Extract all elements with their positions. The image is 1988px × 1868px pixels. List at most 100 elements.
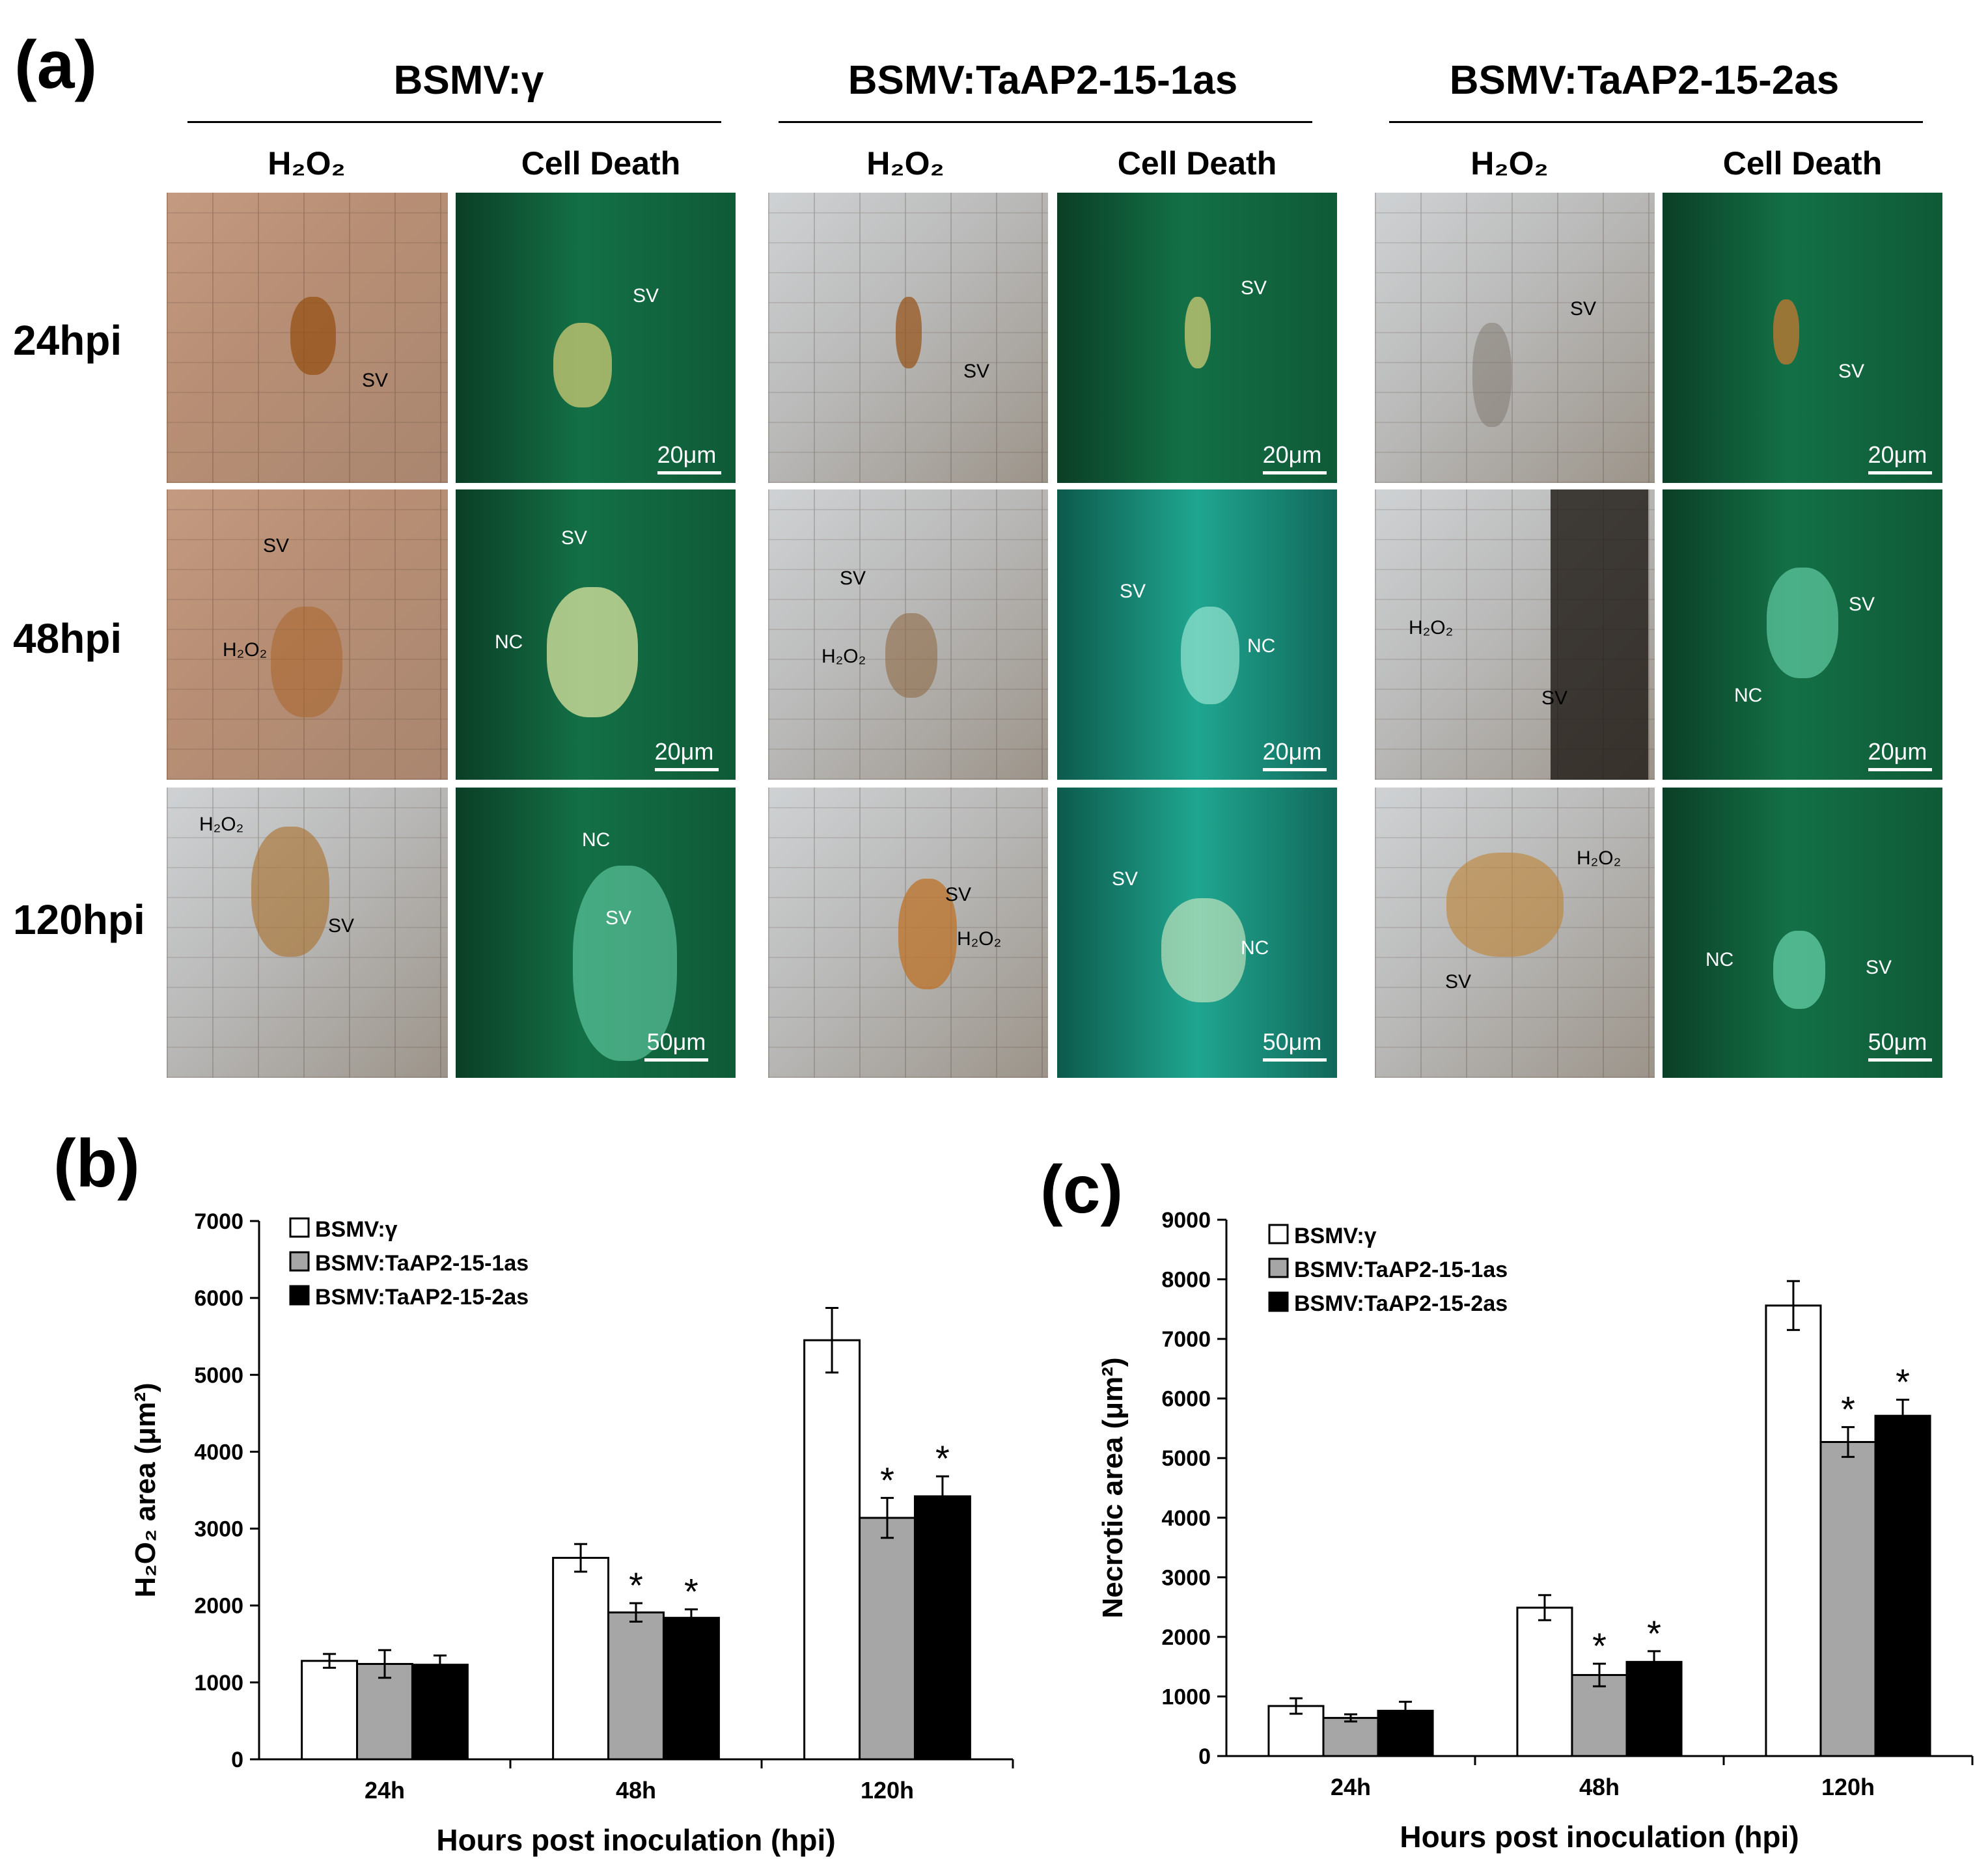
col-head-h2o2: H₂O₂ [1470, 145, 1549, 182]
bar [803, 1339, 861, 1761]
annotation-h2o2: H₂O₂ [199, 814, 244, 835]
y-tick-label: 3000 [194, 1517, 243, 1542]
scale-bar-label: 20μm [1262, 738, 1322, 765]
micrograph-cell-death-2as-120h: NC SV 50μm [1663, 788, 1942, 1078]
annotation-sv: SV [605, 907, 632, 929]
panel-c-label: (c) [1040, 1152, 1124, 1228]
col-head-cell-death: Cell Death [1117, 145, 1277, 182]
annotation-sv: SV [1849, 594, 1875, 615]
annotation-sv: SV [1866, 957, 1892, 978]
significance-marker: * [880, 1459, 894, 1500]
group-rule [779, 121, 1312, 123]
x-tick-label: 48h [1579, 1774, 1620, 1800]
bar [411, 1664, 469, 1761]
y-tick-label: 7000 [194, 1209, 243, 1234]
scale-bar [1868, 471, 1932, 474]
group-title-control: BSMV:γ [393, 58, 544, 103]
micrograph-cell-death-2as-48h: SV NC 20μm [1663, 489, 1942, 780]
micrograph-h2o2-control-120h: H₂O₂ SV [167, 788, 448, 1078]
y-tick-label: 2000 [1161, 1625, 1211, 1650]
y-tick-label: 9000 [1161, 1208, 1211, 1233]
annotation-sv: SV [263, 535, 290, 556]
y-tick-label: 0 [231, 1748, 243, 1772]
legend-swatch [1268, 1224, 1289, 1244]
bar [1874, 1414, 1931, 1757]
annotation-sv: SV [1570, 298, 1597, 320]
x-tick-label: 24h [365, 1777, 405, 1804]
micrograph-cell-death-1as-24h: SV 20μm [1057, 193, 1337, 483]
scale-bar [655, 768, 719, 771]
annotation-sv: SV [1241, 277, 1267, 299]
y-tick-label: 1000 [1161, 1684, 1211, 1709]
annotation-h2o2: H₂O₂ [821, 646, 866, 667]
micrograph-cell-death-control-120h: NC SV 50μm [456, 788, 736, 1078]
y-tick-label: 3000 [1161, 1565, 1211, 1590]
group-rule [1389, 121, 1923, 123]
bar [356, 1663, 413, 1761]
annotation-nc: NC [1705, 949, 1734, 970]
scale-bar [644, 1058, 708, 1062]
significance-marker: * [629, 1565, 643, 1606]
legend-label: BSMV:γ [315, 1217, 398, 1242]
col-head-cell-death: Cell Death [1722, 145, 1883, 182]
annotation-nc: NC [1734, 685, 1763, 706]
legend-label: BSMV:TaAP2-15-1as [315, 1251, 529, 1276]
micrograph-cell-death-2as-24h: SV 20μm [1663, 193, 1942, 483]
annotation-sv: SV [633, 285, 659, 307]
micrograph-h2o2-control-48h: SV H₂O₂ [167, 489, 448, 780]
bar [1625, 1660, 1683, 1757]
panel-b-label: (b) [53, 1126, 140, 1202]
significance-marker: * [1592, 1625, 1607, 1666]
y-tick-label: 6000 [1161, 1387, 1211, 1412]
y-tick-label: 4000 [1161, 1506, 1211, 1531]
legend-label: BSMV:TaAP2-15-2as [315, 1285, 529, 1310]
annotation-h2o2: H₂O₂ [957, 928, 1002, 950]
y-tick-label: 8000 [1161, 1268, 1211, 1293]
y-tick-label: 2000 [194, 1594, 243, 1619]
scale-bar [1868, 1058, 1932, 1062]
annotation-nc: NC [1247, 635, 1276, 657]
legend-swatch [289, 1285, 310, 1306]
annotation-sv: SV [1445, 971, 1472, 993]
group-rule [187, 121, 721, 123]
x-tick-label: 120h [1821, 1774, 1875, 1800]
group-title-1as: BSMV:TaAP2-15-1as [848, 58, 1238, 103]
x-axis-label: Hours post inoculation (hpi) [436, 1823, 835, 1857]
micrograph-h2o2-control-24h: SV [167, 193, 448, 483]
annotation-sv: SV [1838, 361, 1865, 382]
scale-bar [1868, 768, 1932, 771]
bar [1322, 1716, 1379, 1757]
y-tick-label: 6000 [194, 1286, 243, 1311]
row-label-24hpi: 24hpi [13, 317, 122, 364]
scale-bar-label: 20μm [657, 441, 717, 468]
scale-bar-label: 50μm [646, 1028, 706, 1055]
scale-bar-label: 20μm [654, 738, 714, 765]
micrograph-h2o2-2as-48h: H₂O₂ SV [1375, 489, 1655, 780]
scale-bar-label: 20μm [1262, 441, 1322, 468]
micrograph-cell-death-control-24h: SV 20μm [456, 193, 736, 483]
row-label-48hpi: 48hpi [13, 615, 122, 662]
scale-bar-label: 50μm [1262, 1028, 1322, 1055]
micrograph-h2o2-1as-120h: SV H₂O₂ [768, 788, 1048, 1078]
scale-bar [657, 471, 721, 474]
x-tick-label: 48h [616, 1777, 656, 1804]
y-axis-label: H₂O₂ area (μm²) [130, 1382, 161, 1597]
legend-label: BSMV:TaAP2-15-2as [1294, 1291, 1508, 1316]
bar [552, 1556, 610, 1761]
annotation-h2o2: H₂O₂ [1577, 847, 1622, 869]
annotation-sv: SV [1120, 581, 1146, 602]
scale-bar [1263, 768, 1327, 771]
annotation-h2o2: H₂O₂ [223, 639, 268, 661]
y-tick-label: 4000 [194, 1440, 243, 1464]
scale-bar-label: 50μm [1868, 1028, 1927, 1055]
y-tick-label: 5000 [1161, 1446, 1211, 1471]
annotation-sv: SV [1541, 687, 1568, 709]
bar [1516, 1606, 1573, 1757]
micrograph-cell-death-1as-48h: SV NC 20μm [1057, 489, 1337, 780]
chart-necrotic-area: 0 1000 2000 3000 4000 5000 6000 7000 8000 9000 24h… [1097, 1208, 1974, 1854]
annotation-h2o2: H₂O₂ [1409, 617, 1454, 639]
scale-bar [1263, 471, 1327, 474]
legend-label: BSMV:γ [1294, 1224, 1377, 1248]
annotation-sv: SV [362, 370, 389, 391]
